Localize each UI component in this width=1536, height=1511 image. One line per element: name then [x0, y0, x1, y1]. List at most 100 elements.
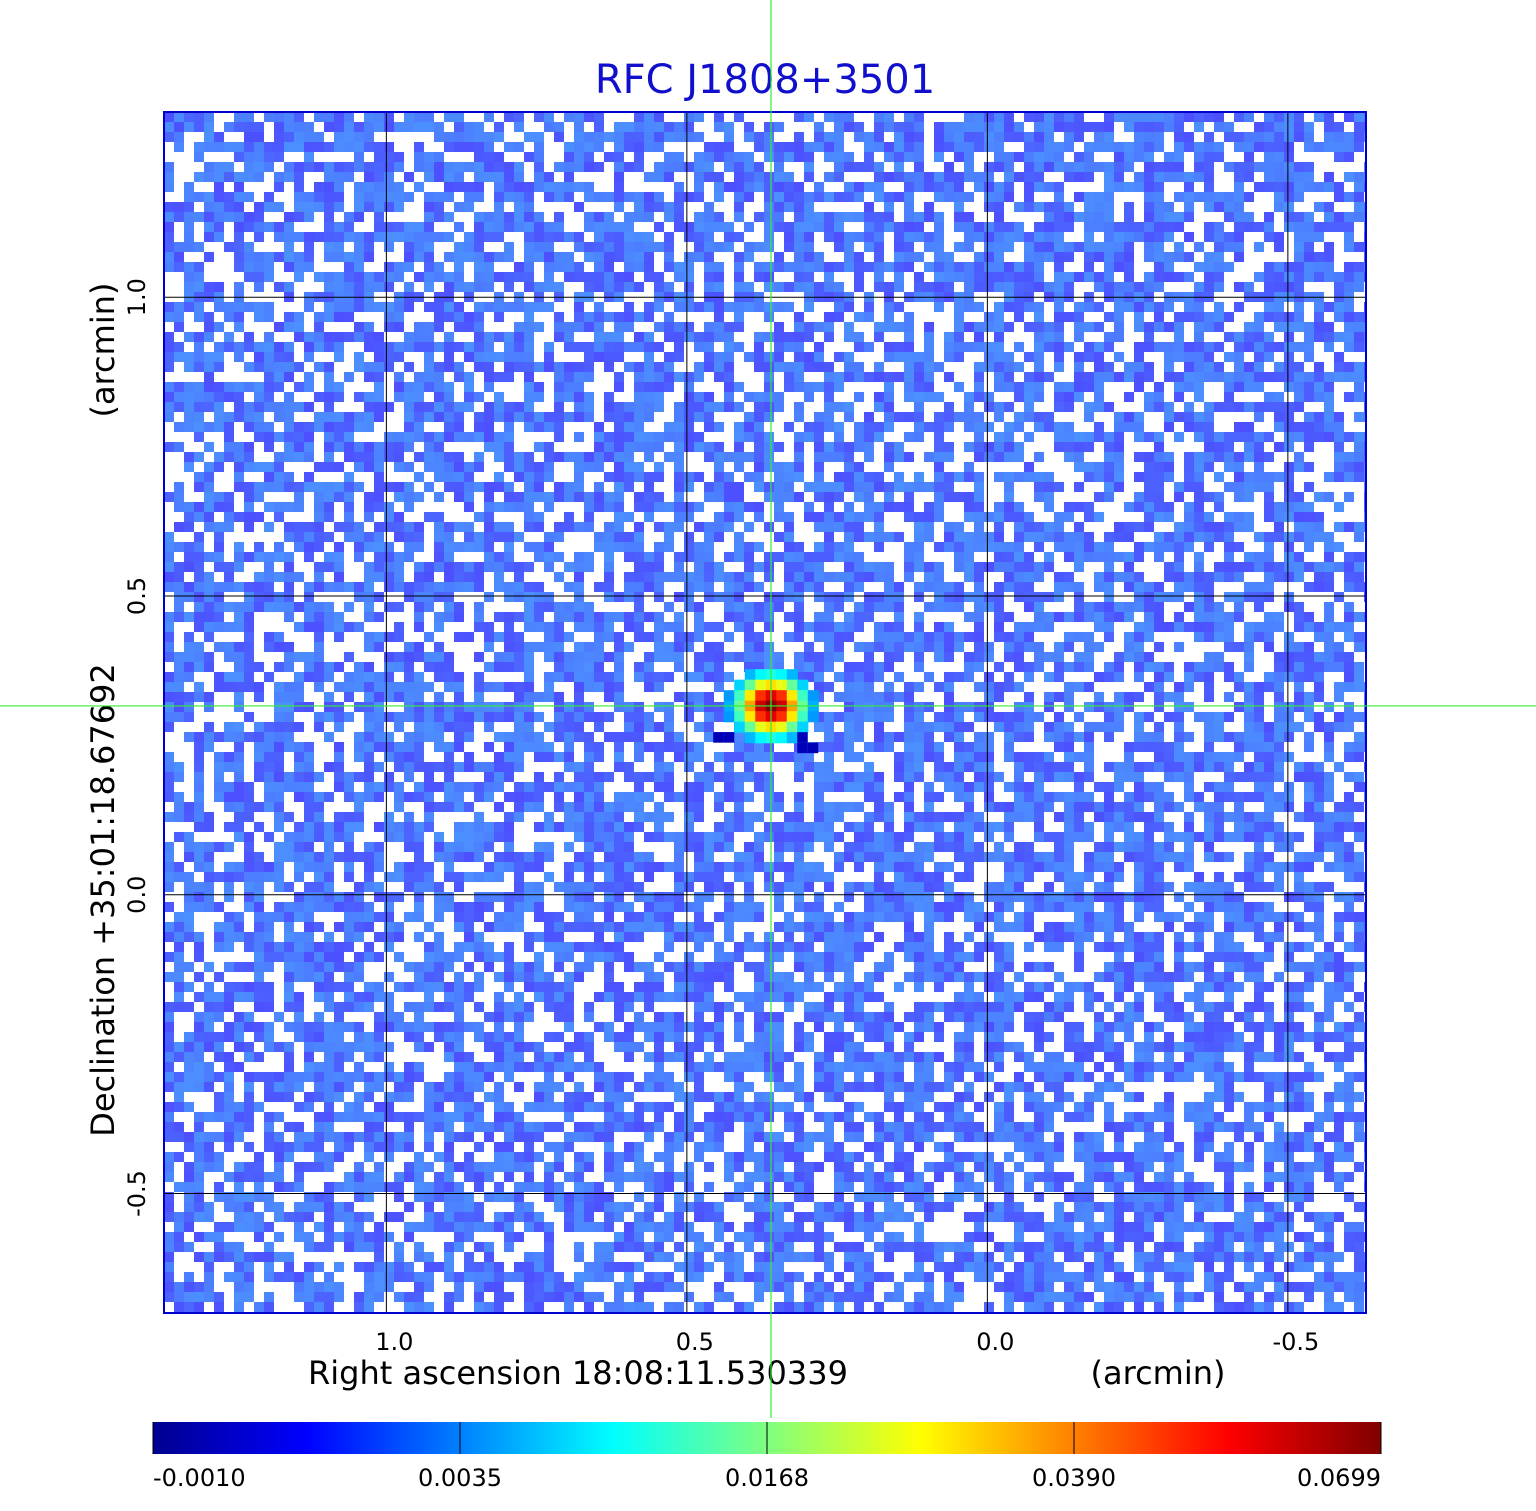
noise-pixel [1074, 302, 1084, 312]
noise-pixel [1044, 142, 1054, 152]
noise-pixel [724, 402, 734, 412]
noise-pixel [1044, 532, 1054, 542]
noise-pixel [1184, 682, 1194, 692]
noise-pixel [634, 522, 644, 532]
noise-pixel [334, 522, 344, 532]
noise-pixel [594, 132, 604, 142]
noise-pixel [184, 192, 194, 202]
noise-pixel [1274, 612, 1284, 622]
noise-pixel [414, 122, 424, 132]
noise-pixel [204, 692, 214, 702]
noise-pixel [1284, 412, 1294, 422]
noise-pixel [994, 582, 1004, 592]
noise-pixel [1014, 712, 1024, 722]
noise-pixel [1104, 632, 1114, 642]
noise-pixel [1324, 302, 1334, 312]
noise-pixel [764, 432, 774, 442]
noise-pixel [764, 642, 774, 652]
noise-pixel [524, 652, 534, 662]
noise-pixel [1034, 372, 1044, 382]
noise-pixel [454, 432, 464, 442]
noise-pixel [1294, 552, 1304, 562]
noise-pixel [404, 702, 414, 712]
noise-pixel [1284, 362, 1294, 372]
noise-pixel [384, 202, 394, 212]
noise-pixel [224, 562, 234, 572]
noise-pixel [694, 602, 704, 612]
noise-pixel [664, 702, 674, 712]
noise-pixel [1294, 612, 1304, 622]
noise-pixel [494, 582, 504, 592]
noise-pixel [1074, 652, 1084, 662]
noise-pixel [194, 542, 204, 552]
noise-pixel [604, 712, 614, 722]
noise-pixel [1114, 412, 1124, 422]
noise-pixel [1344, 632, 1354, 642]
noise-pixel [444, 192, 454, 202]
noise-pixel [1104, 262, 1114, 272]
noise-pixel [854, 252, 864, 262]
noise-pixel [934, 582, 944, 592]
noise-pixel [684, 402, 694, 412]
noise-pixel [424, 712, 434, 722]
noise-pixel [934, 462, 944, 472]
noise-pixel [1254, 332, 1264, 342]
noise-pixel [644, 572, 654, 582]
noise-pixel [634, 552, 644, 562]
noise-pixel [1244, 222, 1254, 232]
noise-pixel [1054, 212, 1064, 222]
noise-pixel [584, 352, 594, 362]
noise-pixel [584, 252, 594, 262]
noise-pixel [814, 192, 824, 202]
noise-pixel [334, 342, 344, 352]
noise-pixel [204, 462, 214, 472]
noise-pixel [874, 372, 884, 382]
noise-pixel [204, 662, 214, 672]
noise-pixel [944, 122, 954, 132]
noise-pixel [864, 662, 874, 672]
noise-pixel [1254, 412, 1264, 422]
noise-pixel [1164, 232, 1174, 242]
noise-pixel [594, 142, 604, 152]
noise-pixel [1244, 682, 1254, 692]
noise-pixel [574, 472, 584, 482]
noise-pixel [754, 302, 764, 312]
noise-pixel [1204, 602, 1214, 612]
noise-pixel [814, 612, 824, 622]
noise-pixel [704, 392, 714, 402]
noise-pixel [824, 142, 834, 152]
noise-pixel [1254, 682, 1264, 692]
noise-pixel [954, 542, 964, 552]
noise-pixel [404, 532, 414, 542]
noise-pixel [1084, 602, 1094, 612]
noise-pixel [314, 412, 324, 422]
noise-pixel [574, 322, 584, 332]
noise-pixel [1294, 132, 1304, 142]
noise-pixel [344, 212, 354, 222]
noise-pixel [194, 172, 204, 182]
noise-pixel [1194, 162, 1204, 172]
noise-pixel [1344, 582, 1354, 592]
noise-pixel [734, 542, 744, 552]
noise-pixel [714, 452, 724, 462]
noise-pixel [1314, 262, 1324, 272]
noise-pixel [864, 212, 874, 222]
noise-pixel [434, 652, 444, 662]
noise-pixel [754, 432, 764, 442]
noise-pixel [1054, 232, 1064, 242]
noise-pixel [564, 162, 574, 172]
noise-pixel [674, 462, 684, 472]
noise-pixel [244, 242, 254, 252]
noise-pixel [504, 412, 514, 422]
noise-pixel [364, 162, 374, 172]
noise-pixel [1144, 172, 1154, 182]
noise-pixel [1244, 142, 1254, 152]
noise-pixel [754, 132, 764, 142]
noise-pixel [574, 672, 584, 682]
noise-pixel [324, 332, 334, 342]
noise-pixel [1204, 192, 1214, 202]
noise-pixel [194, 572, 204, 582]
noise-pixel [674, 272, 684, 282]
noise-pixel [164, 382, 174, 392]
